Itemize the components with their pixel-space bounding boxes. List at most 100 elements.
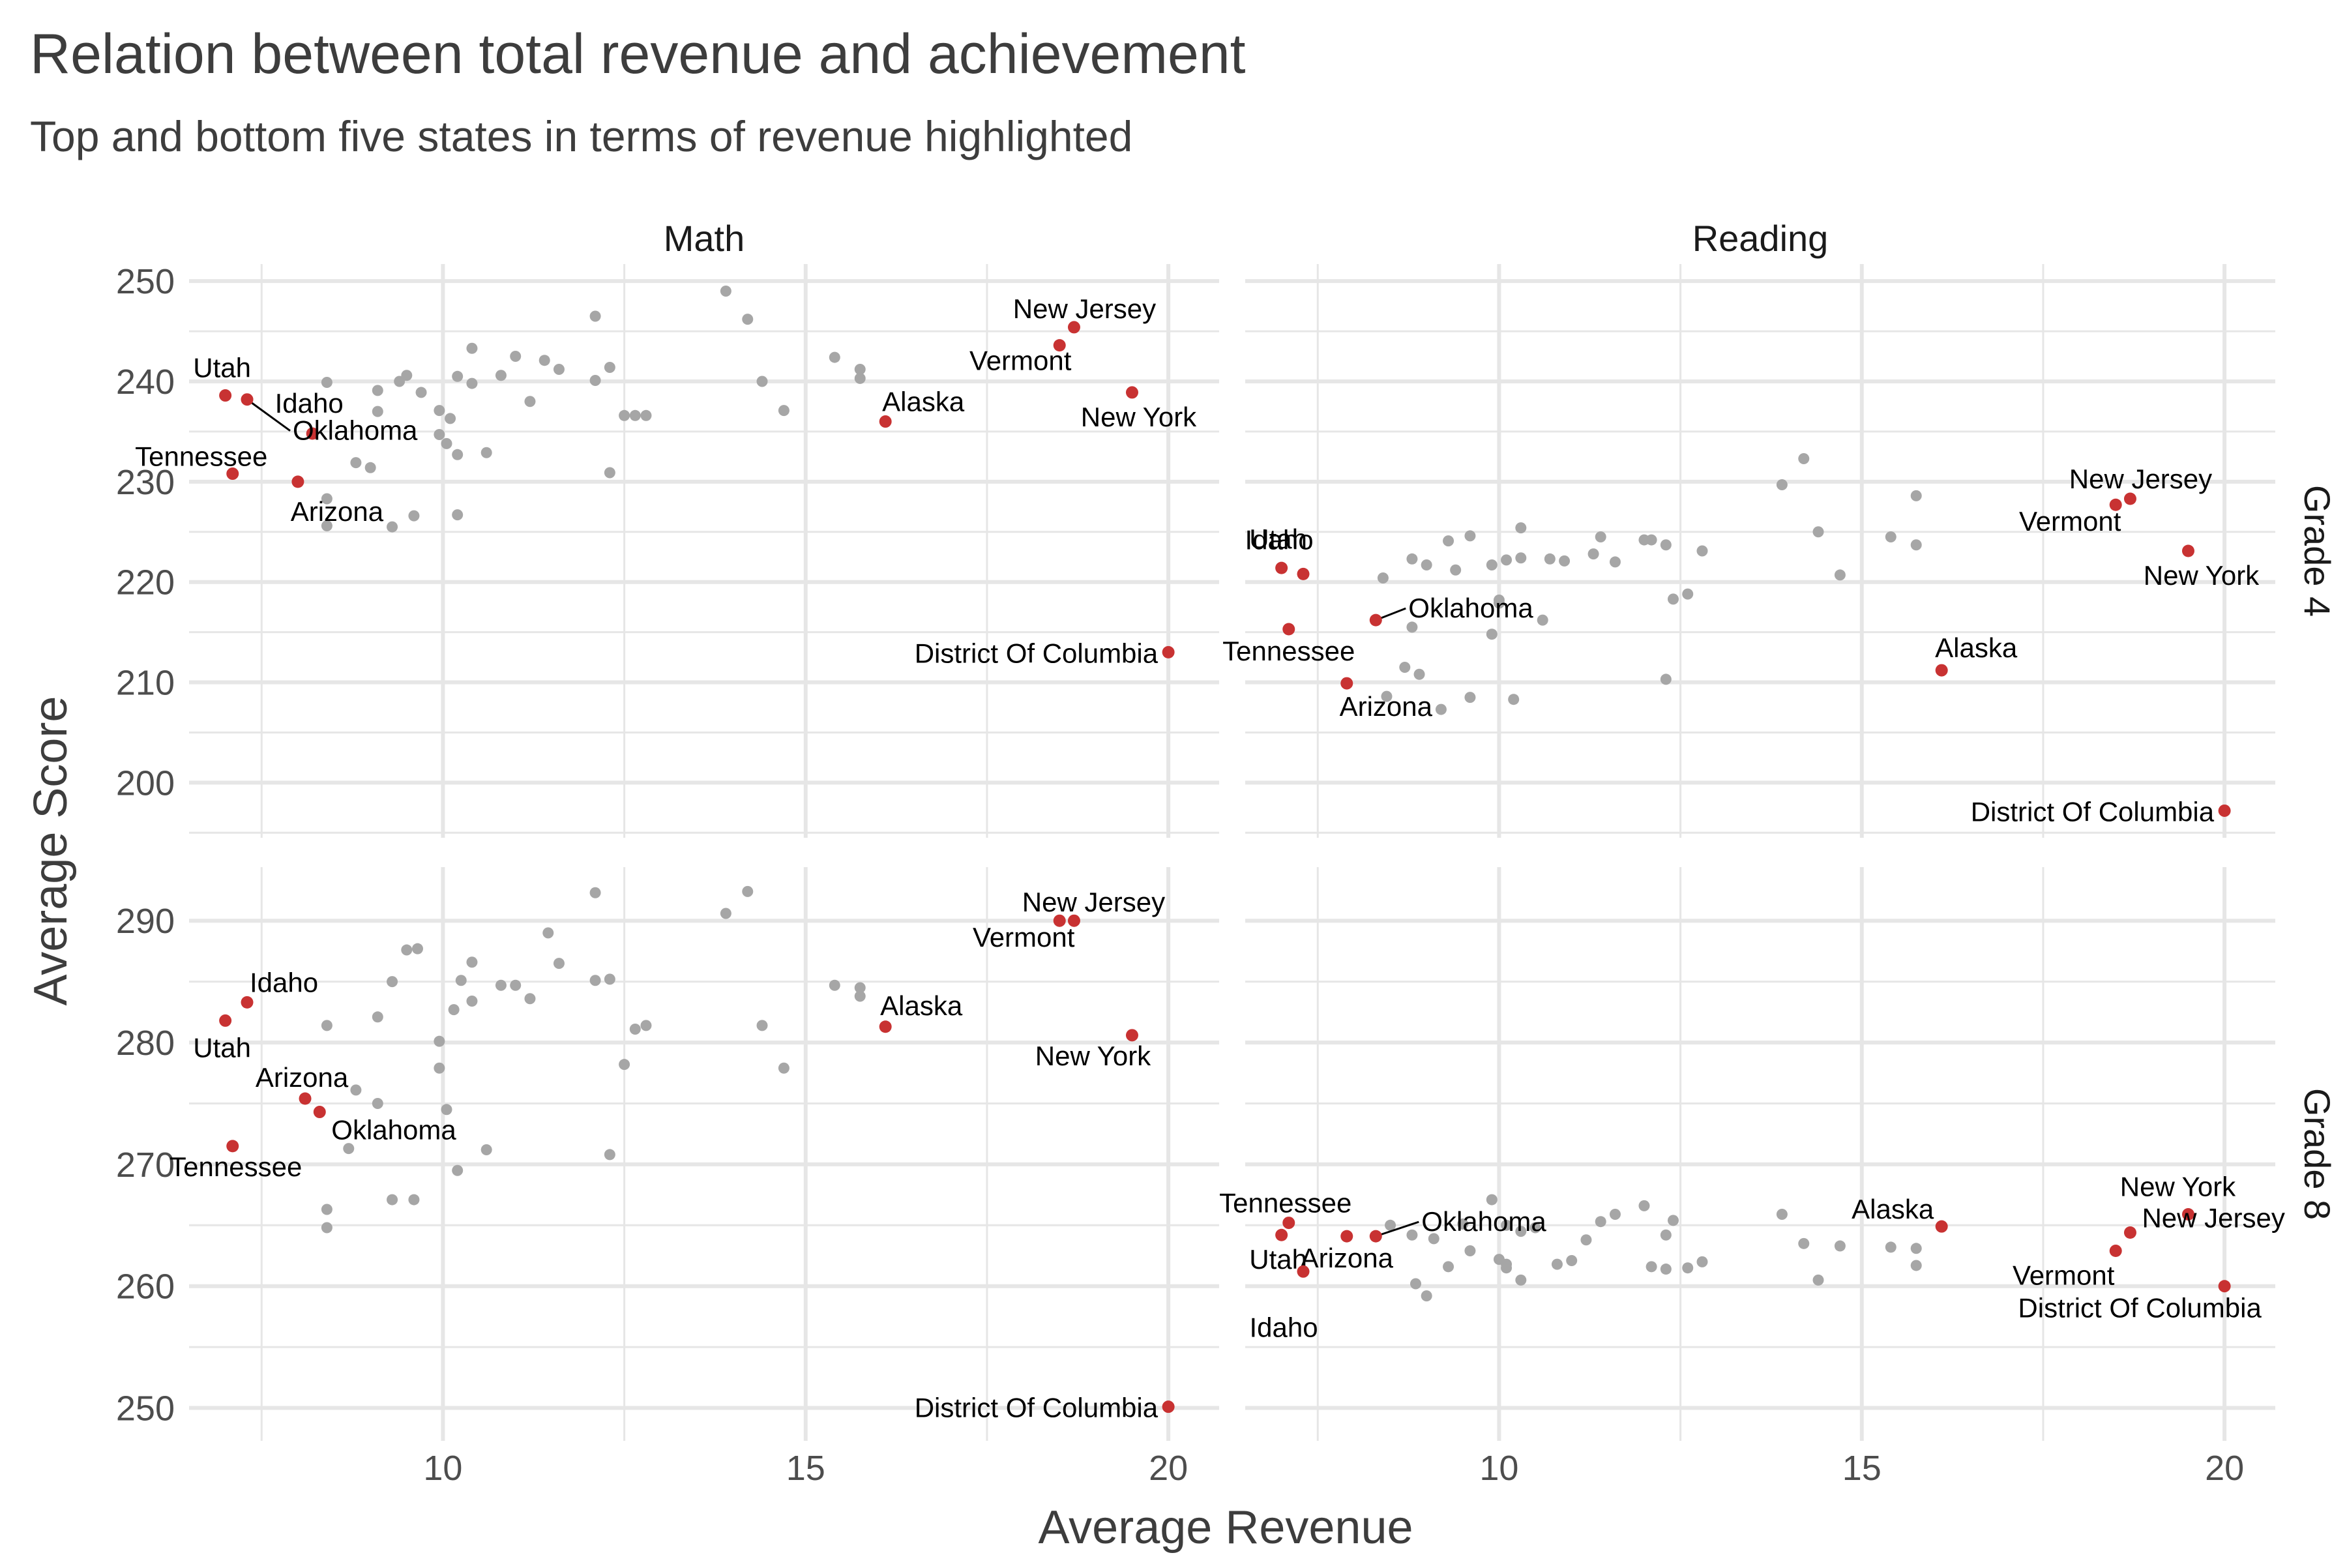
highlight-point-alaska <box>1935 664 1948 677</box>
data-point <box>720 286 731 297</box>
data-point <box>1660 539 1672 551</box>
state-label-tennessee: Tennessee <box>1222 636 1355 666</box>
data-point <box>640 1020 652 1031</box>
data-point <box>829 351 840 363</box>
data-point <box>1399 661 1411 673</box>
y-tick-label: 250 <box>116 1389 175 1428</box>
data-point <box>1493 597 1505 609</box>
highlight-point-new-jersey <box>1067 321 1080 334</box>
state-label-oklahoma: Oklahoma <box>1421 1206 1546 1237</box>
data-point <box>629 1023 641 1035</box>
data-point <box>640 409 652 421</box>
state-label-new-york: New York <box>2144 560 2260 591</box>
data-point <box>1377 572 1389 584</box>
y-tick-label: 250 <box>116 262 175 301</box>
data-point <box>742 885 754 897</box>
facet-label-grade-4: Grade 4 <box>2297 485 2338 617</box>
highlight-point-new-jersey <box>1067 914 1080 927</box>
state-label-utah: Utah <box>193 353 251 383</box>
state-label-district-of-columbia: District Of Columbia <box>1971 796 2215 827</box>
state-label-alaska: Alaska <box>880 990 963 1021</box>
data-point <box>604 973 615 985</box>
highlight-point-district-of-columbia <box>2218 804 2231 817</box>
data-point <box>589 887 601 898</box>
data-point <box>539 355 550 366</box>
data-point <box>1501 554 1513 566</box>
data-point <box>1515 522 1527 534</box>
x-axis-label: Average Revenue <box>1038 1501 1413 1554</box>
chart-title: Relation between total revenue and achie… <box>30 23 1246 85</box>
data-point <box>1696 545 1708 557</box>
data-point <box>466 996 478 1007</box>
data-point <box>452 509 464 521</box>
data-point <box>1464 530 1476 542</box>
highlight-point-idaho <box>1297 567 1310 580</box>
y-tick-label: 230 <box>116 463 175 502</box>
data-point <box>466 342 478 354</box>
state-label-arizona: Arizona <box>1340 691 1433 722</box>
x-tick-label: 10 <box>1479 1449 1518 1488</box>
y-tick-label: 240 <box>116 362 175 402</box>
data-point <box>1609 1208 1621 1220</box>
data-point <box>1421 1290 1432 1302</box>
data-point <box>604 361 615 373</box>
highlight-point-new-york <box>2181 1207 2194 1220</box>
highlight-point-district-of-columbia <box>1162 645 1175 658</box>
data-point <box>589 310 601 322</box>
data-point <box>1696 1256 1708 1267</box>
data-point <box>1443 1261 1454 1273</box>
highlight-point-arizona <box>1340 677 1353 690</box>
data-point <box>1515 552 1527 564</box>
data-point <box>387 1194 398 1206</box>
data-point <box>1682 1262 1694 1274</box>
data-point <box>1667 1215 1679 1226</box>
data-point <box>434 429 445 441</box>
data-point <box>455 975 467 986</box>
data-point <box>1381 690 1393 702</box>
facet-panels: Math Reading Grade 4 Grade 8 200 210 220 230 240… <box>116 218 2338 1488</box>
data-point <box>829 979 840 991</box>
state-label-idaho: Idaho <box>1245 524 1313 555</box>
state-label-vermont: Vermont <box>973 922 1075 953</box>
data-point <box>589 975 601 986</box>
state-label-district-of-columbia: District Of Columbia <box>915 638 1159 668</box>
y-tick-label: 200 <box>116 763 175 803</box>
x-tick-label: 15 <box>786 1449 825 1488</box>
highlight-point-utah <box>219 1014 232 1027</box>
highlight-point-oklahoma <box>241 393 254 406</box>
data-point <box>1428 1233 1439 1245</box>
data-point <box>510 351 522 362</box>
data-point <box>1834 569 1846 581</box>
highlight-point-utah <box>219 389 232 402</box>
state-label-oklahoma: Oklahoma <box>293 415 418 446</box>
data-point <box>1435 703 1447 715</box>
data-point <box>466 956 478 968</box>
facet-label-reading: Reading <box>1692 218 1829 259</box>
state-label-new-jersey: New Jersey <box>1022 887 1165 917</box>
data-point <box>1682 588 1694 600</box>
data-point <box>510 979 522 991</box>
data-point <box>1812 526 1824 538</box>
data-point <box>387 976 398 988</box>
highlight-point-new-york <box>2181 544 2194 557</box>
data-point <box>1609 556 1621 568</box>
facet-label-math: Math <box>664 218 745 259</box>
data-point <box>452 1164 464 1176</box>
data-point <box>434 405 445 417</box>
highlight-point-idaho <box>1297 1265 1310 1278</box>
state-label-arizona: Arizona <box>291 496 384 527</box>
highlight-point-vermont <box>2109 1245 2122 1258</box>
data-point <box>1798 1237 1810 1249</box>
data-point <box>1406 1229 1418 1241</box>
state-label-idaho: Idaho <box>250 967 318 998</box>
y-tick-label: 210 <box>116 664 175 703</box>
data-point <box>524 396 536 407</box>
y-tick-label: 260 <box>116 1267 175 1307</box>
x-tick-label: 20 <box>1149 1449 1188 1488</box>
data-point <box>480 1144 492 1155</box>
data-point <box>408 510 420 522</box>
data-point <box>448 1004 460 1016</box>
data-point <box>1595 531 1606 542</box>
data-point <box>1566 1254 1578 1266</box>
state-label-oklahoma: Oklahoma <box>331 1115 456 1146</box>
